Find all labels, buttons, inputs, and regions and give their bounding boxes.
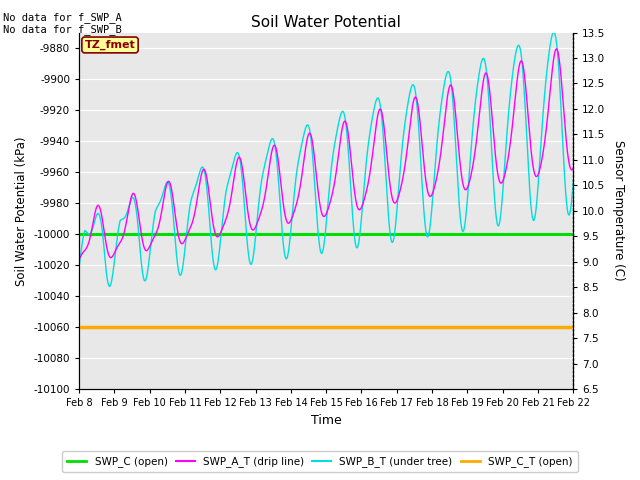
Title: Soil Water Potential: Soil Water Potential [252, 15, 401, 30]
Text: TZ_fmet: TZ_fmet [84, 40, 136, 50]
Legend: SWP_C (open), SWP_A_T (drip line), SWP_B_T (under tree), SWP_C_T (open): SWP_C (open), SWP_A_T (drip line), SWP_B… [62, 451, 578, 472]
Y-axis label: Sensor Temperature (C): Sensor Temperature (C) [612, 141, 625, 281]
Text: No data for f_SWP_A
No data for f_SWP_B: No data for f_SWP_A No data for f_SWP_B [3, 12, 122, 36]
Y-axis label: Soil Water Potential (kPa): Soil Water Potential (kPa) [15, 136, 28, 286]
X-axis label: Time: Time [311, 414, 342, 427]
